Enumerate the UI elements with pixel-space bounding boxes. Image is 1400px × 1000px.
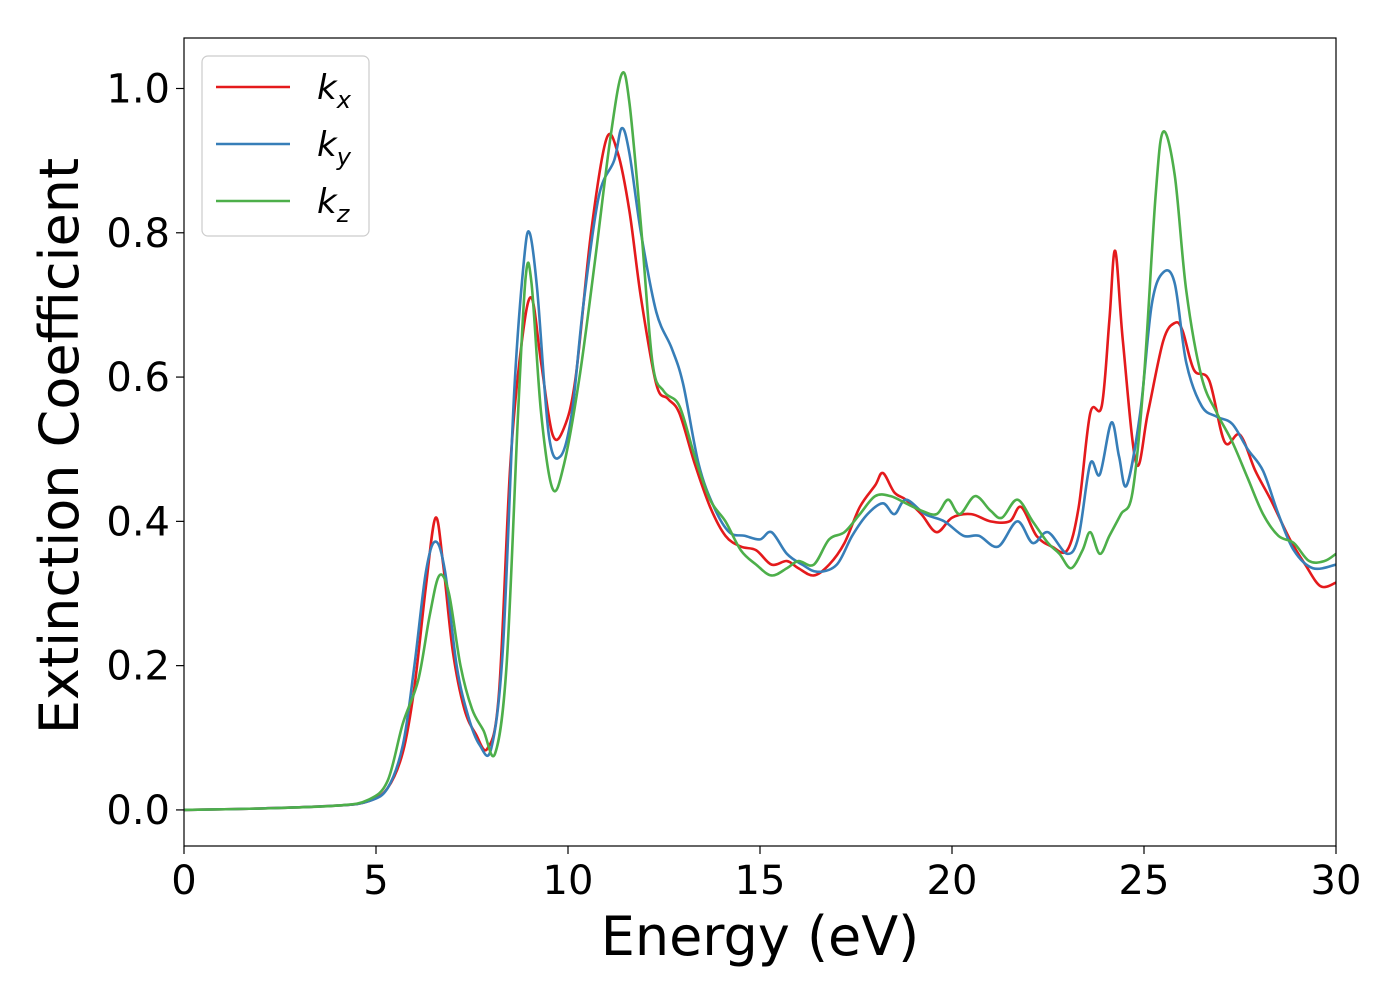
y-tick-label: 0.4 — [106, 499, 170, 545]
x-tick-label: 30 — [1311, 858, 1362, 904]
series-lines — [184, 71, 1336, 812]
y-tick-label: 0.6 — [106, 355, 170, 401]
series-line-kz — [184, 71, 1336, 812]
legend-label-subscript: x — [336, 86, 352, 114]
legend-label-base: k — [317, 125, 338, 165]
x-tick-label: 5 — [363, 858, 388, 904]
legend-label-subscript: z — [336, 200, 351, 228]
x-axis-title: Energy (eV) — [601, 905, 920, 968]
x-tick-label: 15 — [735, 858, 786, 904]
axis-ticks: 0 5 10 15 20 25 30 0.0 0.2 0.4 0.6 0.8 1.0 — [106, 67, 1361, 905]
legend-label-base: k — [317, 68, 338, 108]
y-axis-title: Extinction Coefficient — [28, 158, 91, 734]
legend-label: kx — [317, 68, 352, 114]
x-tick-label: 25 — [1119, 858, 1170, 904]
legend-label-subscript: y — [336, 143, 352, 171]
legend-label-base: k — [317, 182, 338, 222]
x-tick-label: 10 — [543, 858, 594, 904]
legend-label: ky — [317, 125, 352, 171]
legend-box — [201, 55, 370, 237]
y-tick-label: 0.8 — [106, 211, 170, 257]
y-tick-label: 0.2 — [106, 644, 170, 690]
y-tick-label: 1.0 — [106, 67, 170, 113]
legend-label: kz — [317, 182, 351, 228]
y-tick-label: 0.0 — [106, 788, 170, 834]
x-tick-label: 0 — [171, 858, 196, 904]
plot-frame — [183, 37, 1337, 847]
x-tick-label: 20 — [927, 858, 978, 904]
